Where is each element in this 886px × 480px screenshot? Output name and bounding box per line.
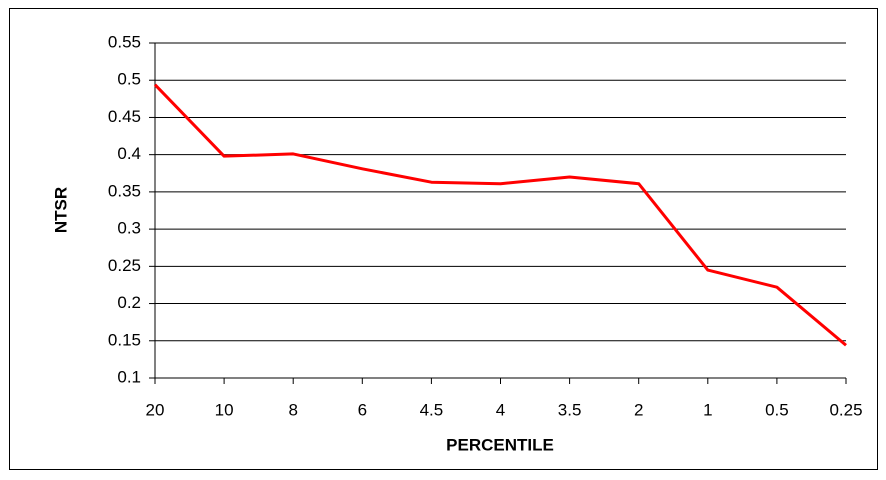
y-tick-label: 0.35 — [108, 181, 141, 200]
y-tick-label: 0.15 — [108, 330, 141, 349]
x-tick-label: 20 — [146, 400, 165, 419]
x-tick-label: 4.5 — [420, 400, 444, 419]
x-tick-label: 0.5 — [765, 400, 789, 419]
y-tick-label: 0.1 — [117, 367, 141, 386]
line-series — [153, 83, 847, 347]
y-tick-label: 0.55 — [108, 32, 141, 51]
y-tick-label: 0.3 — [117, 219, 141, 238]
x-axis-title: PERCENTILE — [446, 435, 554, 454]
x-tick-label: 3.5 — [558, 400, 582, 419]
chart-frame — [9, 8, 878, 470]
x-tick-label: 1 — [703, 400, 712, 419]
y-tick-label: 0.2 — [117, 293, 141, 312]
y-tick-label: 0.45 — [108, 107, 141, 126]
x-tick-label: 0.25 — [829, 400, 862, 419]
x-tick-label: 6 — [358, 400, 367, 419]
x-tick-label: 4 — [496, 400, 505, 419]
y-tick-label: 0.5 — [117, 70, 141, 89]
y-tick-label: 0.25 — [108, 256, 141, 275]
x-tick-label: 2 — [634, 400, 643, 419]
y-tick-label: 0.4 — [117, 144, 141, 163]
x-tick-label: 8 — [288, 400, 297, 419]
x-tick-label: 10 — [215, 400, 234, 419]
y-axis-title: NTSR — [51, 187, 70, 233]
